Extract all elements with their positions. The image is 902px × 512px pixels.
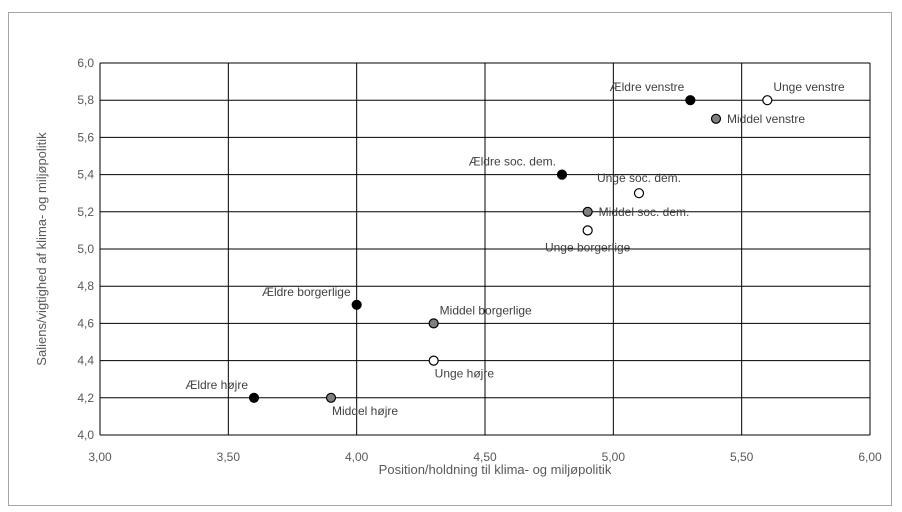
x-tick-label: 3,00 [88, 450, 112, 464]
x-axis-title: Position/holdning til klima- og miljøpol… [379, 462, 612, 477]
point-unge-venstre [762, 95, 773, 106]
chart-frame [8, 12, 892, 506]
point-unge-højre [428, 355, 439, 366]
point-middel-borgerlige [428, 318, 439, 329]
point-unge-borgerlige [582, 225, 593, 236]
y-tick-labels: 4,0 4,2 4,4 4,6 4,8 5,0 5,2 5,4 5,6 5,8 6,0 [77, 56, 94, 442]
point-label-unge-borgerlige: Unge borgerlige [545, 240, 631, 254]
point-label-ældre-venstre: Ældre venstre [610, 80, 685, 94]
y-tick-label: 5,0 [77, 242, 94, 256]
x-tick-label: 6,00 [858, 450, 882, 464]
point-label-ældre-borgerlige: Ældre borgerlige [262, 285, 351, 299]
point-middel-soc-dem [582, 206, 593, 217]
point-unge-soc-dem [633, 188, 645, 199]
point-ældre-venstre [685, 95, 696, 106]
x-tick-label: 5,00 [602, 450, 626, 464]
x-tick-label: 3,50 [217, 450, 241, 464]
y-tick-label: 4,4 [77, 354, 94, 368]
point-label-unge-venstre: Unge venstre [773, 80, 845, 94]
y-tick-label: 5,2 [77, 205, 94, 219]
point-middel-højre [325, 392, 337, 403]
data-points [248, 95, 773, 403]
point-label-unge-soc-dem: Unge soc. dem. [597, 171, 681, 185]
x-tick-label: 4,50 [473, 450, 497, 464]
x-tick-labels: 3,00 3,50 4,00 4,50 5,00 5,50 6,00 [88, 450, 882, 464]
y-tick-label: 5,6 [77, 130, 94, 144]
point-label-ældre-højre: Ældre højre [185, 378, 248, 392]
point-label-ældre-soc-dem: Ældre soc. dem. [469, 155, 556, 169]
point-label-middel-soc-dem: Middel soc. dem. [599, 205, 690, 219]
point-label-middel-venstre: Middel venstre [727, 112, 805, 126]
point-ældre-borgerlige [351, 299, 362, 310]
y-tick-label: 5,4 [77, 168, 94, 182]
y-tick-label: 4,8 [77, 279, 94, 293]
y-tick-label: 4,2 [77, 391, 94, 405]
point-label-middel-borgerlige: Middel borgerlige [440, 303, 532, 317]
point-label-middel-højre: Middel højre [332, 404, 398, 418]
point-ældre-højre [248, 392, 260, 403]
y-tick-label: 6,0 [77, 56, 94, 70]
y-axis-title: Saliens/vigtighed af klima- og miljøpoli… [34, 132, 49, 366]
y-tick-label: 5,8 [77, 93, 94, 107]
y-tick-label: 4,6 [77, 316, 94, 330]
x-tick-label: 5,50 [730, 450, 754, 464]
point-labels: Ældre venstre Unge venstre Middel venstre Æ… [185, 80, 845, 418]
grid-lines [99, 62, 871, 436]
point-middel-venstre [710, 113, 722, 124]
y-tick-label: 4,0 [77, 428, 94, 442]
x-tick-label: 4,00 [345, 450, 369, 464]
point-ældre-soc-dem [556, 169, 568, 180]
point-label-unge-højre: Unge højre [435, 367, 495, 381]
